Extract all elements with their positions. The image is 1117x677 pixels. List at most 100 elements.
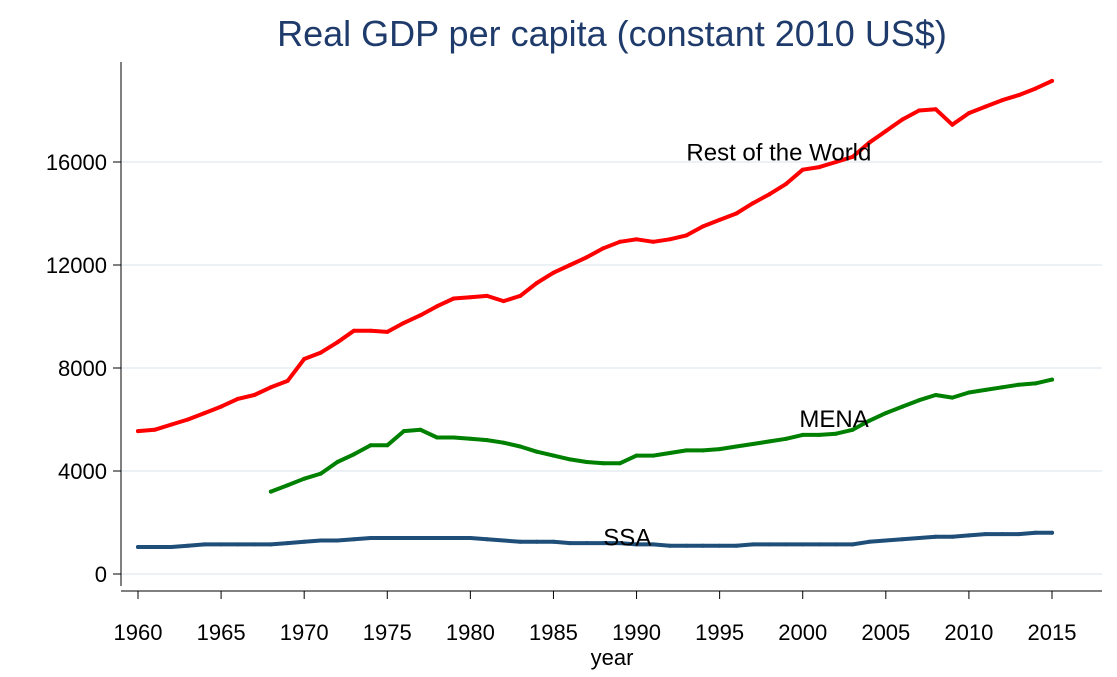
- data-point: [1016, 93, 1021, 98]
- data-point: [634, 453, 639, 458]
- x-axis-title: year: [591, 645, 634, 670]
- data-point: [667, 237, 672, 242]
- data-point: [335, 340, 340, 345]
- data-point: [451, 435, 456, 440]
- data-point: [767, 192, 772, 197]
- data-point: [501, 440, 506, 445]
- data-point: [418, 313, 423, 318]
- data-point: [601, 461, 606, 466]
- data-point: [834, 542, 838, 547]
- data-point: [584, 541, 589, 546]
- data-point: [501, 538, 506, 543]
- data-point: [617, 461, 622, 466]
- data-point: [202, 411, 207, 416]
- data-point: [202, 542, 207, 547]
- data-point: [1033, 86, 1038, 91]
- data-point: [401, 536, 406, 540]
- x-tick-label: 1970: [280, 620, 329, 645]
- data-point: [551, 270, 556, 275]
- data-point: [285, 541, 290, 546]
- data-point: [1033, 530, 1038, 535]
- data-point: [784, 542, 789, 547]
- x-tick-label: 1960: [114, 620, 163, 645]
- series-line-rest-of-the-world: [136, 78, 1054, 434]
- y-tick-label: 12000: [46, 253, 107, 278]
- data-point: [684, 543, 689, 548]
- data-point: [185, 543, 190, 548]
- data-point: [385, 443, 390, 448]
- data-point: [834, 160, 838, 164]
- data-point: [966, 111, 971, 116]
- x-tick-label: 2010: [944, 620, 993, 645]
- data-point: [534, 539, 539, 544]
- x-tick-label: 1995: [695, 620, 744, 645]
- data-point: [634, 237, 639, 242]
- data-point: [917, 398, 922, 403]
- data-point: [651, 453, 656, 458]
- data-point: [435, 536, 440, 540]
- data-point: [800, 432, 805, 437]
- data-point: [418, 427, 423, 432]
- y-tick-label: 8000: [58, 356, 107, 381]
- data-point: [767, 542, 772, 547]
- data-point: [451, 296, 456, 301]
- data-point: [867, 418, 872, 423]
- data-point: [235, 542, 240, 547]
- data-point: [302, 357, 307, 361]
- data-point: [850, 542, 855, 547]
- data-point: [335, 538, 340, 543]
- x-tick-label: 1980: [446, 620, 495, 645]
- data-point: [302, 539, 307, 544]
- data-point: [485, 537, 489, 542]
- data-point: [1050, 78, 1054, 83]
- data-point: [468, 436, 473, 441]
- data-point: [152, 427, 157, 432]
- data-point: [1033, 381, 1038, 386]
- data-point: [568, 263, 573, 267]
- data-point: [850, 154, 855, 159]
- series-rest-of-the-world: [136, 78, 1054, 434]
- data-point: [767, 439, 772, 444]
- data-point: [717, 217, 722, 222]
- data-point: [667, 451, 672, 455]
- data-point: [136, 429, 140, 434]
- data-point: [136, 545, 140, 549]
- data-point: [368, 443, 373, 448]
- data-point: [750, 442, 755, 446]
- x-tick-label: 2005: [861, 620, 910, 645]
- data-point: [335, 460, 340, 464]
- y-tick-label: 4000: [58, 459, 107, 484]
- data-point: [950, 534, 955, 539]
- data-point: [601, 246, 606, 251]
- data-point: [318, 471, 323, 476]
- x-tick-label: 1965: [197, 620, 246, 645]
- data-point: [701, 224, 705, 229]
- data-point: [850, 427, 855, 432]
- data-point: [817, 542, 822, 547]
- data-point: [966, 390, 971, 395]
- data-point: [983, 532, 988, 537]
- data-point: [900, 117, 905, 122]
- data-point: [1000, 385, 1005, 390]
- data-point: [717, 447, 722, 452]
- data-point: [917, 536, 922, 540]
- series-label-ssa: SSA: [603, 525, 651, 552]
- data-point: [734, 543, 739, 548]
- data-point: [485, 438, 489, 443]
- data-point: [185, 417, 190, 422]
- data-point: [900, 537, 905, 542]
- data-point: [684, 233, 689, 238]
- data-point: [800, 542, 805, 547]
- data-point: [983, 104, 988, 109]
- data-point: [867, 140, 872, 145]
- x-tick-label: 1975: [363, 620, 412, 645]
- data-point: [551, 539, 556, 544]
- data-point: [750, 201, 755, 206]
- data-point: [435, 304, 440, 309]
- data-point: [451, 536, 456, 540]
- data-point: [385, 536, 390, 540]
- data-point: [152, 545, 157, 549]
- axes-layer: 0 4000 8000 12000 16000 1960 1965 1970 1975 1980 1…: [46, 62, 1102, 645]
- y-tick-label: 0: [95, 562, 107, 587]
